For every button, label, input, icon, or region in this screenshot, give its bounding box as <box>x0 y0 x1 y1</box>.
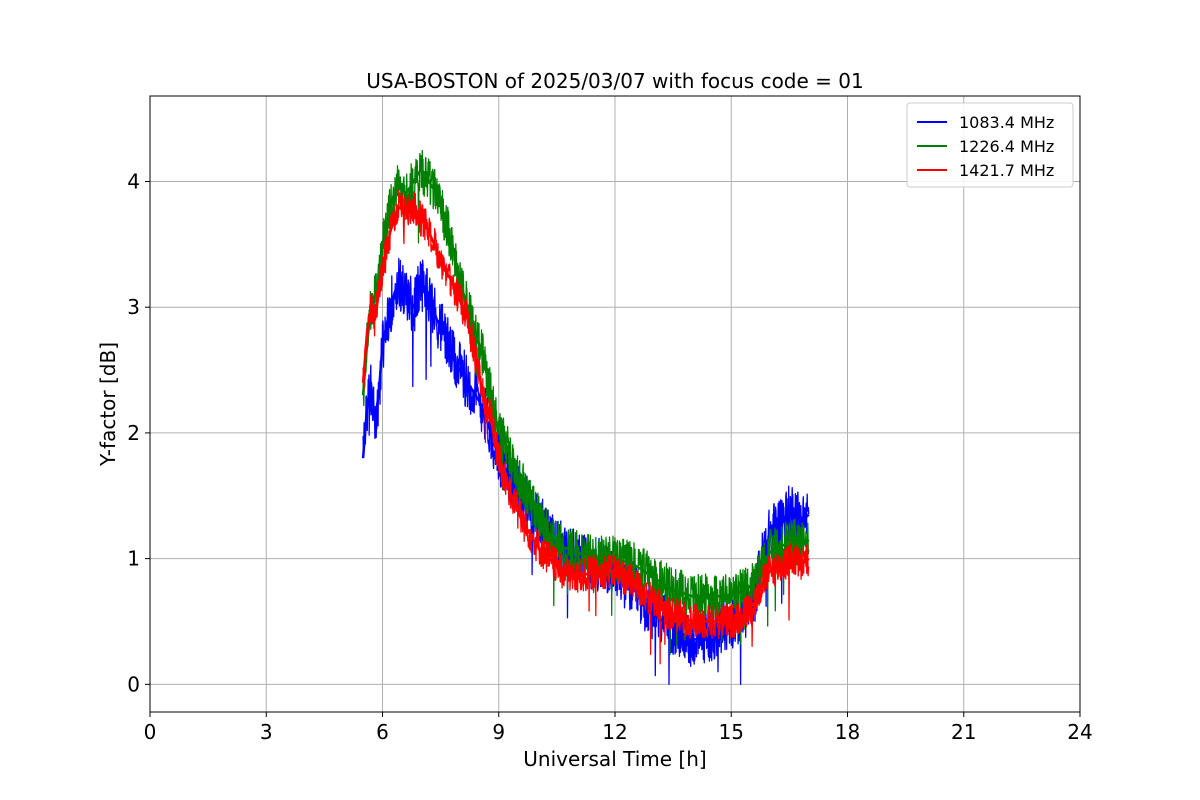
y-tick-label: 1 <box>127 547 140 571</box>
series-line <box>361 167 810 598</box>
series-1 <box>361 149 810 656</box>
x-tick-label: 3 <box>260 720 273 744</box>
legend-label: 1083.4 MHz <box>959 113 1054 132</box>
y-axis-label: Y-factor [dB] <box>96 342 120 467</box>
x-axis-label: Universal Time [h] <box>523 747 706 771</box>
x-tick-label: 21 <box>951 720 976 744</box>
series-line <box>361 205 810 623</box>
series-noise-line <box>362 189 810 665</box>
x-tick-label: 18 <box>835 720 860 744</box>
y-tick-label: 4 <box>127 169 140 193</box>
y-tick-label: 0 <box>127 672 140 696</box>
series-noise-line <box>362 149 810 656</box>
x-tick-label: 15 <box>719 720 744 744</box>
series-layer <box>361 149 810 685</box>
x-tick-label: 0 <box>144 720 157 744</box>
x-tick-label: 6 <box>376 720 389 744</box>
x-tick-label: 9 <box>492 720 505 744</box>
x-tick-label: 12 <box>602 720 627 744</box>
x-tick-label: 24 <box>1067 720 1092 744</box>
y-tick-label: 2 <box>127 421 140 445</box>
legend-box <box>906 102 1074 188</box>
y-tick-label: 3 <box>127 295 140 319</box>
legend-label: 1421.7 MHz <box>959 161 1054 180</box>
series-2 <box>361 189 810 665</box>
legend-label: 1226.4 MHz <box>959 137 1054 156</box>
legend: 1083.4 MHz 1226.4 MHz 1421.7 MHz <box>906 102 1074 188</box>
chart-title: USA-BOSTON of 2025/03/07 with focus code… <box>366 69 863 93</box>
